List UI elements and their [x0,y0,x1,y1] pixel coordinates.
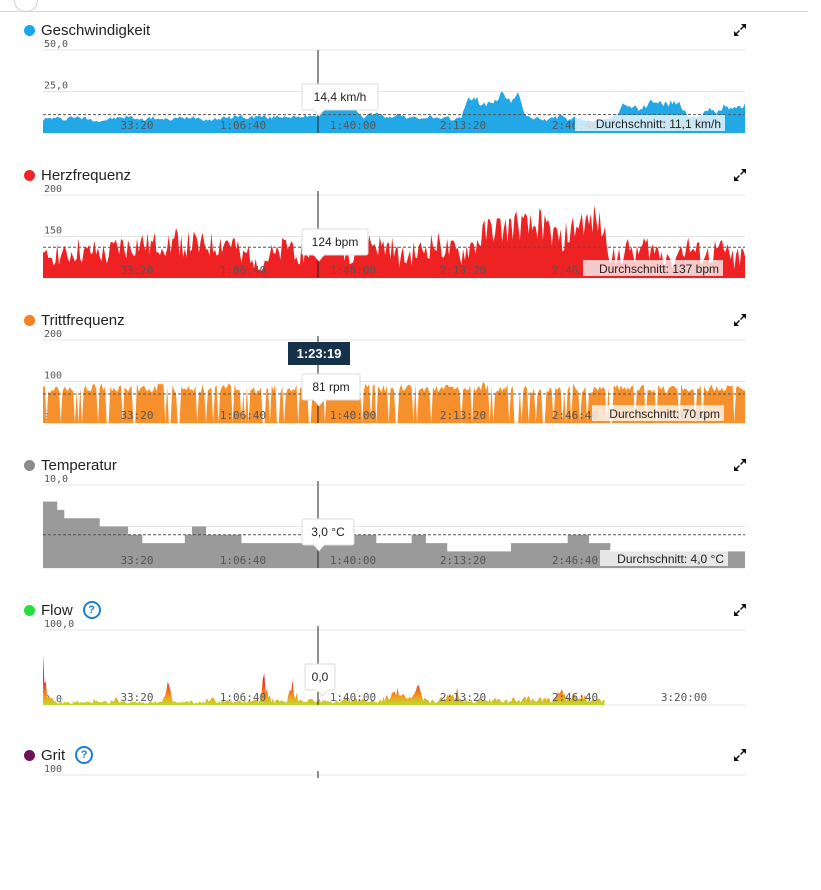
x-tick-label: 1:40:00 [330,691,376,704]
chart-header: Flow? [24,600,101,620]
legend-dot-icon [24,314,35,326]
x-tick-label: 2:46:40 [552,554,598,567]
chart-temperature[interactable]: 10,05,00,033:201:06:401:40:002:13:202:46… [0,0,821,778]
tooltip-pointer-mask [314,399,324,401]
tooltip-value: 0,0 [312,670,329,684]
value-tooltip [301,518,355,546]
y-tick-label: 200 [44,329,62,340]
x-tick-label: 1:40:00 [330,409,376,422]
expand-icon[interactable] [733,603,747,617]
y-tick-label: 10,0 [44,474,68,485]
x-tick-label: 2:46:40 [552,409,598,422]
x-tick-label: 1:40:00 [330,264,376,277]
series-area-heart_rate [43,205,745,278]
tooltip-value: 14,4 km/h [314,90,367,104]
chart-title: Grit [41,746,66,764]
expand-icon[interactable] [733,313,747,327]
chart-panel-heart_rate: Herzfrequenz [0,165,821,310]
x-tick-label: 33:20 [120,554,153,567]
x-tick-label: 1:40:00 [330,119,376,132]
chart-flow[interactable]: 100,0 0,0 33:20 1:06:40 1:40:00 2:13:20 2:46:4… [0,0,821,778]
x-tick-label: 2:13:20 [440,691,486,704]
help-icon[interactable]: ? [75,746,94,764]
x-tick-label: 1:06:40 [220,554,266,567]
y-tick-label: 200 [44,184,62,195]
chart-panel-temperature: Temperatur [0,455,821,600]
tooltip-pointer-mask [317,689,327,691]
legend-dot-icon [24,24,35,36]
series-area-cadence [43,382,745,423]
value-tooltip [301,83,379,111]
tooltip-pointer-mask [314,109,324,111]
chart-header: Herzfrequenz [24,165,131,185]
chart-title: Flow [41,601,73,619]
chart-grit[interactable]: 100 [0,0,821,778]
x-tick-label: 1:06:40 [220,409,266,422]
tooltip-pointer-mask [314,254,324,256]
expand-icon[interactable] [733,748,747,762]
y-tick-label: 150 [44,226,62,237]
x-tick-label: 1:40:00 [330,554,376,567]
tooltip-value: 3,0 °C [311,525,345,539]
x-tick-label: 3:20:00 [661,691,707,704]
chart-cadence[interactable]: 200100033:201:06:401:40:002:13:202:46:40… [0,0,821,778]
x-tick-label: 2:13:20 [440,409,486,422]
top-divider [0,0,821,14]
average-label-bg [600,550,728,566]
average-label: Durchschnitt: 70 rpm [609,407,720,421]
chart-header: Trittfrequenz [24,310,125,330]
x-tick-label: 2:13:20 [440,119,486,132]
expand-icon[interactable] [733,23,747,37]
y-tick-label: 100 [44,764,62,775]
chart-speed[interactable]: 50,0 25,0 0,0 33:20 1:06:40 1:40:00 2:13:20 2:4… [0,0,821,778]
x-tick-label: 1:06:40 [220,119,266,132]
value-tooltip [301,228,369,256]
x-tick-label: 1:06:40 [220,264,266,277]
series-area-temperature [43,501,745,568]
x-tick-label: 2:46:40 [552,691,598,704]
chart-panel-grit: Grit? [0,745,821,890]
chart-panel-flow: Flow? [0,600,821,745]
help-icon[interactable]: ? [82,601,101,619]
y-tick-label: 25,0 [44,81,68,92]
chart-title: Geschwindigkeit [41,21,151,39]
average-label: Durchschnitt: 137 bpm [599,262,719,276]
chart-title: Trittfrequenz [41,311,125,329]
x-tick-label: 33:20 [120,119,153,132]
chart-panel-speed: Geschwindigkeit [0,20,821,165]
expand-icon[interactable] [733,168,747,182]
chart-heart_rate[interactable]: 200 150 100 33:20 1:06:40 1:40:00 2:13:20 2:46:… [0,0,821,778]
chart-title: Herzfrequenz [41,166,132,184]
series-area-speed [43,90,745,133]
average-label-bg [575,115,725,131]
legend-dot-icon [24,749,35,761]
tooltip-value: 81 rpm [312,380,349,394]
expand-icon[interactable] [733,458,747,472]
chart-title: Temperatur [41,456,117,474]
legend-dot-icon [24,604,35,616]
series-area-flow [43,654,605,705]
x-tick-label: 1:06:40 [220,691,266,704]
average-label: Durchschnitt: 4,0 °C [617,552,724,566]
legend-dot-icon [24,459,35,471]
chart-panel-cadence: Trittfrequenz [0,310,821,455]
value-tooltip [301,373,361,401]
tooltip-value: 124 bpm [312,235,359,249]
average-label-bg [583,260,723,276]
y-tick-label: 50,0 [44,39,68,50]
y-tick-label: 100 [44,371,62,382]
chart-header: Grit? [24,745,94,765]
average-label-bg [592,405,724,421]
legend-dot-icon [24,169,35,181]
chart-header: Geschwindigkeit [24,20,150,40]
x-tick-label: 2:13:20 [440,554,486,567]
x-tick-label: 2:13:20 [440,264,486,277]
x-tick-label: 33:20 [120,691,153,704]
tooltip-pointer-mask [314,544,324,546]
x-tick-label: 33:20 [120,409,153,422]
y-tick-label: 100,0 [44,619,74,630]
chart-header: Temperatur [24,455,117,475]
x-tick-label: 33:20 [120,264,153,277]
average-label: Durchschnitt: 11,1 km/h [596,117,721,131]
